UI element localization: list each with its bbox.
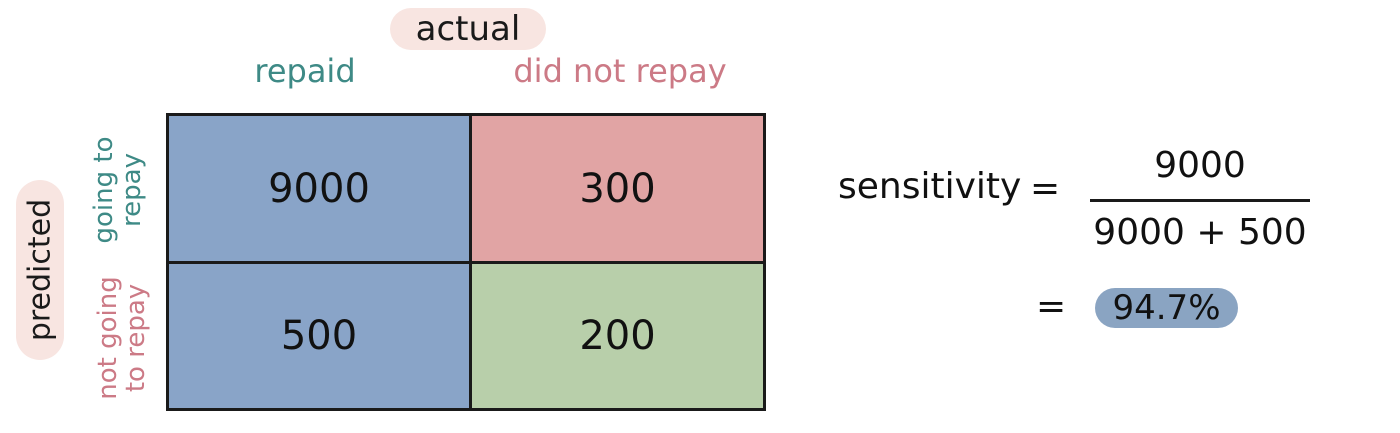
equals-sign: = (1030, 168, 1061, 209)
fraction-numerator: 9000 (1154, 145, 1246, 186)
column-header-repaid: repaid (254, 52, 356, 90)
predicted-axis-label: predicted (22, 198, 58, 342)
sensitivity-result: 94.7% (1112, 288, 1221, 328)
cell-false-negative: 500 (169, 264, 472, 408)
fraction-denominator: 9000 + 500 (1093, 212, 1307, 253)
result-highlight (1095, 288, 1238, 328)
row-header-not-going-line-2: to repay (121, 283, 151, 393)
column-header-did-not-repay: did not repay (513, 52, 727, 90)
cell-false-positive: 300 (472, 116, 763, 264)
row-header-going-to-repay: going to repay (89, 136, 147, 244)
actual-label-highlight (390, 8, 546, 50)
sensitivity-label: sensitivity (838, 166, 1022, 207)
row-header-going-line-2: repay (117, 153, 147, 227)
row-header-going-line-1: going to (89, 136, 119, 244)
predicted-label-highlight (16, 180, 64, 360)
actual-axis-label: actual (415, 9, 521, 49)
cell-true-negative: 200 (472, 264, 763, 408)
confusion-matrix: 9000 300 500 200 (166, 113, 766, 411)
row-header-not-going-line-1: not going (93, 276, 123, 400)
fraction-bar (1090, 199, 1310, 202)
equals-sign-result: = (1036, 286, 1067, 327)
cell-true-positive: 9000 (169, 116, 472, 264)
row-header-not-going-to-repay: not going to repay (93, 276, 151, 400)
